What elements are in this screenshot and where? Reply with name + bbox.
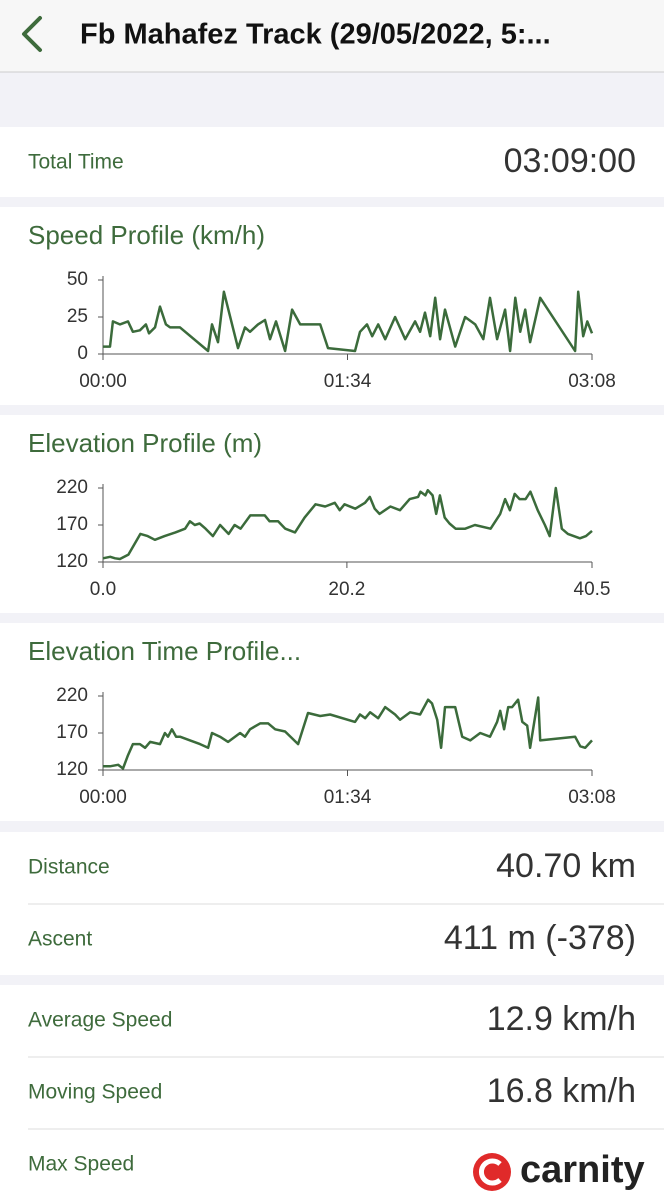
row-label: Moving Speed (28, 1081, 162, 1104)
x-tick-label: 20.2 (328, 579, 365, 600)
x-tick-label: 03:08 (568, 371, 616, 392)
y-tick-label: 0 (77, 343, 88, 364)
nav-bar (0, 0, 664, 72)
y-tick-label: 220 (56, 477, 88, 498)
data-line (103, 696, 593, 770)
row-label: Average Speed (28, 1009, 172, 1032)
watermark: carnity (520, 1149, 645, 1191)
chart-title: Elevation Profile (m) (28, 428, 262, 458)
x-tick-label: 01:34 (324, 787, 372, 808)
y-tick-label: 25 (67, 306, 88, 327)
card (0, 127, 664, 197)
x-tick-label: 40.5 (574, 579, 611, 600)
watermark-logo-c (479, 1158, 502, 1186)
x-tick-label: 0.0 (90, 579, 116, 600)
x-tick-label: 00:00 (79, 787, 127, 808)
page-title: Fb Mahafez Track (29/05/2022, 5:... (80, 19, 551, 51)
y-tick-label: 120 (56, 551, 88, 572)
row-value: 03:09:00 (504, 142, 636, 180)
watermark-logo (473, 1153, 511, 1191)
y-tick-label: 170 (56, 514, 88, 535)
x-tick-label: 03:08 (568, 787, 616, 808)
chart-card (0, 207, 664, 405)
row-value: 411 m (-378) (444, 919, 636, 957)
chart-card (0, 623, 664, 821)
row-value: 16.8 km/h (487, 1072, 636, 1110)
data-line (102, 486, 593, 561)
y-tick-label: 220 (56, 685, 88, 706)
back-button[interactable] (22, 16, 42, 52)
y-tick-label: 170 (56, 722, 88, 743)
y-tick-label: 120 (56, 759, 88, 780)
row-value: 12.9 km/h (487, 1000, 636, 1038)
row-label: Ascent (28, 928, 92, 951)
data-line (103, 290, 594, 353)
row-value: 40.70 km (496, 847, 636, 885)
row-label: Total Time (28, 151, 124, 174)
watermark-bg (468, 1148, 660, 1196)
row-label: Max Speed (28, 1153, 134, 1176)
y-tick-label: 50 (67, 269, 88, 290)
x-tick-label: 01:34 (324, 371, 372, 392)
x-tick-label: 00:00 (79, 371, 127, 392)
chart-title: Elevation Time Profile... (28, 636, 301, 666)
row-label: Distance (28, 856, 110, 879)
chart-title: Speed Profile (km/h) (28, 220, 265, 250)
